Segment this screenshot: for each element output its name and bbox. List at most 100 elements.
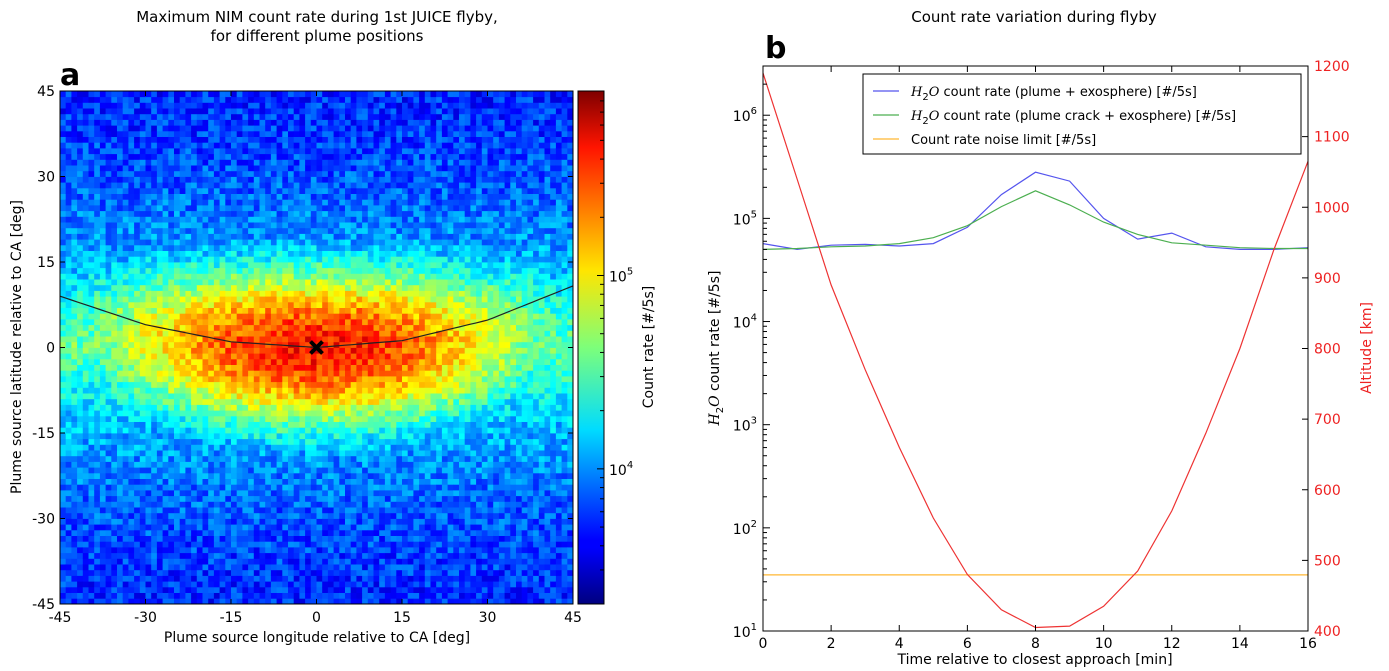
heatmap-cell [88,330,95,337]
heatmap-cell [202,490,209,497]
heatmap-cell [316,564,323,571]
heatmap-cell [111,541,118,548]
heatmap-cell [191,353,198,360]
heatmap-cell [345,381,352,388]
heatmap-cell [333,455,340,462]
heatmap-cell [145,170,152,177]
heatmap-cell [265,159,272,166]
heatmap-cell [345,250,352,257]
heatmap-cell [310,398,317,405]
heatmap-cell [248,313,255,320]
heatmap-cell [151,244,158,251]
heatmap-cell [162,267,169,274]
heatmap-cell [179,524,186,531]
heatmap-cell [225,216,232,223]
heatmap-cell [128,142,135,149]
heatmap-cell [162,199,169,206]
heatmap-cell [322,358,329,365]
heatmap-cell [65,547,72,554]
heatmap-cell [145,404,152,411]
heatmap-cell [82,165,89,172]
heatmap-cell [333,558,340,565]
heatmap-cell [282,262,289,269]
heatmap-cell [162,535,169,542]
heatmap-cell [288,153,295,160]
heatmap-cell [333,387,340,394]
heatmap-cell [65,586,72,593]
heatmap-cell [333,222,340,229]
heatmap-cell [191,347,198,354]
heatmap-cell [65,370,72,377]
heatmap-cell [65,535,72,542]
heatmap-cell [60,96,67,103]
heatmap-cell [213,284,220,291]
heatmap-cell [139,524,146,531]
heatmap-cell [333,552,340,559]
heatmap-cell [122,170,129,177]
heatmap-cell [111,187,118,194]
heatmap-cell [282,273,289,280]
heatmap-cell [362,427,369,434]
heatmap-cell [191,227,198,234]
heatmap-cell [179,444,186,451]
heatmap-cell [282,490,289,497]
heatmap-cell [276,96,283,103]
heatmap-cell [99,341,106,348]
heatmap-cell [236,182,243,189]
heatmap-cell [77,187,84,194]
heatmap-cell [196,598,203,605]
heatmap-cell [151,376,158,383]
heatmap-cell [99,547,106,554]
heatmap-cell [356,552,363,559]
heatmap-cell [71,461,78,468]
heatmap-cell [282,564,289,571]
heatmap-cell [71,569,78,576]
heatmap-cell [248,404,255,411]
heatmap-cell [65,490,72,497]
heatmap-cell [88,347,95,354]
heatmap-cell [288,558,295,565]
heatmap-cell [293,113,300,120]
heatmap-cell [134,398,141,405]
heatmap-cell [373,393,380,400]
heatmap-cell [117,216,124,223]
heatmap-cell [134,524,141,531]
heatmap-cell [362,199,369,206]
heatmap-cell [145,290,152,297]
heatmap-cell [82,187,89,194]
heatmap-cell [367,450,374,457]
heatmap-cell [265,153,272,160]
heatmap-cell [322,341,329,348]
heatmap-cell [196,529,203,536]
heatmap-cell [94,438,101,445]
heatmap-cell [179,148,186,155]
heatmap-cell [350,598,357,605]
heatmap-cell [231,142,238,149]
heatmap-cell [236,136,243,143]
heatmap-cell [156,341,163,348]
heatmap-cell [151,130,158,137]
heatmap-cell [265,535,272,542]
heatmap-cell [88,444,95,451]
heatmap-cell [111,279,118,286]
heatmap-cell [213,347,220,354]
heatmap-cell [134,91,141,98]
heatmap-cell [168,153,175,160]
heatmap-cell [345,91,352,98]
heatmap-cell [236,450,243,457]
heatmap-cell [248,205,255,212]
heatmap-cell [219,324,226,331]
heatmap-cell [282,358,289,365]
heatmap-cell [122,501,129,508]
heatmap-cell [213,199,220,206]
heatmap-cell [77,256,84,263]
heatmap-cell [77,512,84,519]
heatmap-cell [111,586,118,593]
heatmap-cell [60,484,67,491]
heatmap-cell [231,552,238,559]
heatmap-cell [367,233,374,240]
heatmap-cell [270,495,277,502]
heatmap-cell [191,222,198,229]
heatmap-cell [82,410,89,417]
heatmap-cell [156,438,163,445]
